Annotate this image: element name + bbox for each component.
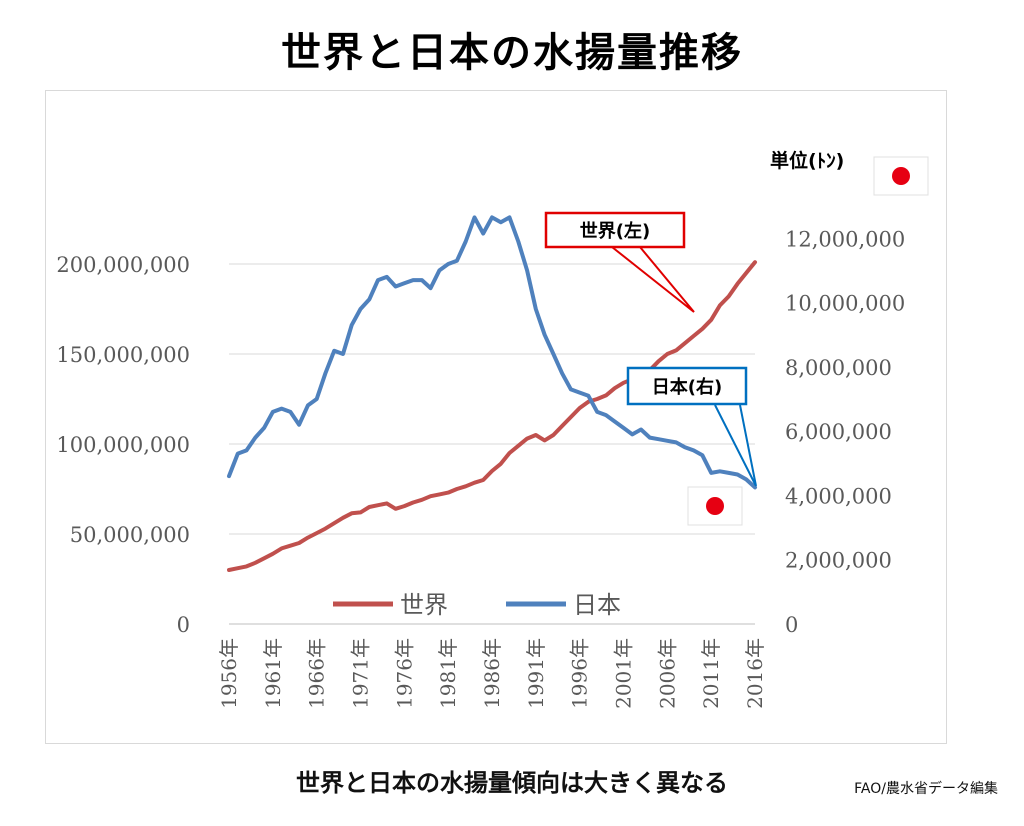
legend: 世界 日本 bbox=[333, 591, 621, 619]
source-note: FAO/農水省データ編集 bbox=[854, 781, 998, 797]
x-axis-tick-label: 2006年 bbox=[655, 638, 679, 709]
series-lines bbox=[227, 215, 757, 572]
japan-series-line bbox=[227, 215, 757, 490]
x-axis-tick-label: 1971年 bbox=[349, 638, 373, 709]
world-series-line bbox=[227, 260, 757, 572]
x-axis-ticks: 1956年 1961年 1966年 1971年 1976年 1981年 1986年 1991年… bbox=[217, 638, 767, 709]
x-axis-tick-label: 1961年 bbox=[261, 638, 285, 709]
chart-area bbox=[45, 90, 947, 744]
x-axis-tick-label: 1956年 bbox=[217, 638, 241, 709]
x-axis-tick-label: 1976年 bbox=[392, 638, 416, 709]
x-axis-tick-label: 2001年 bbox=[612, 638, 636, 709]
flag-sun bbox=[892, 167, 910, 185]
right-axis-tick-label: 2,000,000 bbox=[785, 549, 892, 573]
caption: 世界と日本の水揚量傾向は大きく異なる bbox=[296, 769, 728, 797]
left-axis-tick-label: 150,000,000 bbox=[56, 343, 190, 367]
right-axis-ticks: 0 2,000,000 4,000,000 6,000,000 8,000,000 10,… bbox=[785, 227, 905, 637]
left-axis-tick-label: 50,000,000 bbox=[70, 523, 190, 547]
x-axis-tick-label: 1991年 bbox=[524, 638, 548, 709]
x-axis-tick-label: 2016年 bbox=[743, 638, 767, 709]
unit-label: 単位(ﾄﾝ) bbox=[770, 149, 844, 172]
right-axis-tick-label: 8,000,000 bbox=[785, 356, 892, 380]
right-axis-tick-label: 12,000,000 bbox=[785, 227, 905, 251]
japan-callout-label: 日本(右) bbox=[652, 376, 722, 398]
japan-callout: 日本(右) bbox=[626, 366, 757, 487]
world-callout-label: 世界(左) bbox=[580, 220, 650, 242]
right-axis-tick-label: 10,000,000 bbox=[785, 292, 905, 316]
x-axis-tick-label: 1986年 bbox=[480, 638, 504, 709]
x-axis-tick-label: 2011年 bbox=[699, 638, 723, 709]
x-axis-tick-label: 1996年 bbox=[568, 638, 592, 709]
legend-world-label: 世界 bbox=[400, 591, 448, 619]
right-axis-tick-label: 0 bbox=[785, 613, 798, 637]
flag-sun bbox=[706, 497, 724, 515]
left-axis-tick-label: 200,000,000 bbox=[56, 253, 190, 277]
x-axis-tick-label: 1981年 bbox=[436, 638, 460, 709]
japan-flag-icon bbox=[873, 156, 929, 196]
chart-title: 世界と日本の水揚量推移 bbox=[281, 30, 743, 76]
right-axis-tick-label: 4,000,000 bbox=[785, 484, 892, 508]
left-axis-tick-label: 100,000,000 bbox=[56, 433, 190, 457]
x-axis-tick-label: 1966年 bbox=[305, 638, 329, 709]
right-axis-tick-label: 6,000,000 bbox=[785, 420, 892, 444]
left-axis-ticks: 0 50,000,000 100,000,000 150,000,000 200,000… bbox=[56, 253, 190, 637]
left-axis-tick-label: 0 bbox=[177, 613, 190, 637]
world-callout: 世界(左) bbox=[544, 211, 695, 313]
japan-flag-icon bbox=[687, 486, 743, 526]
legend-japan-label: 日本 bbox=[573, 591, 621, 619]
